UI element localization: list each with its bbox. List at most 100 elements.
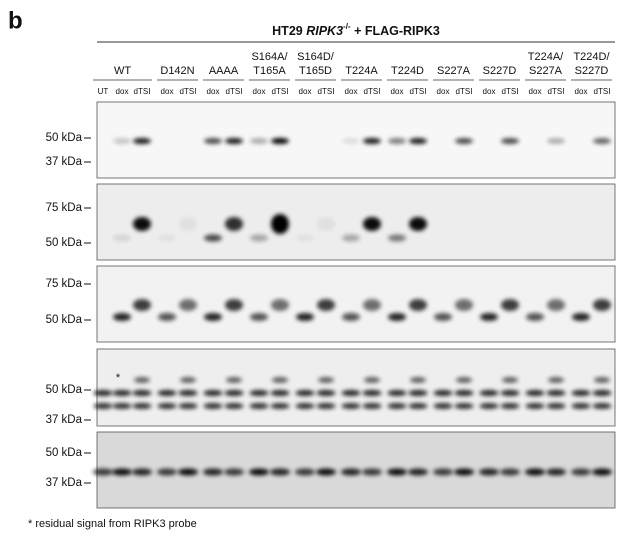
band — [270, 468, 290, 476]
band — [132, 468, 152, 476]
band — [133, 217, 151, 231]
band — [387, 468, 407, 476]
blot-panel — [96, 348, 616, 427]
band — [363, 138, 381, 144]
group-label: T224D — [391, 65, 424, 77]
band — [547, 138, 565, 144]
group-label: T224A — [345, 65, 378, 77]
band — [342, 138, 360, 144]
band — [362, 403, 382, 409]
title-part: + FLAG-RIPK3 — [351, 24, 440, 38]
band — [433, 468, 453, 476]
band — [158, 313, 176, 321]
band — [455, 299, 473, 311]
panel-label: b — [8, 7, 23, 34]
lane-label: dox — [253, 87, 266, 96]
band — [592, 403, 612, 409]
band — [388, 313, 406, 321]
lane-label: dox — [207, 87, 220, 96]
band — [434, 313, 452, 321]
band — [433, 403, 453, 409]
marker-label: 50 kDa — [46, 384, 83, 396]
marker-label: 37 kDa — [46, 477, 83, 489]
band — [134, 377, 150, 383]
band — [113, 313, 131, 321]
lane-label: dox — [529, 87, 542, 96]
band — [500, 403, 520, 409]
group-label: WT — [114, 65, 131, 77]
band — [224, 403, 244, 409]
band — [501, 299, 519, 311]
annotation: * — [116, 372, 121, 384]
lane-label: dox — [575, 87, 588, 96]
group-label: S164A/ — [251, 51, 288, 63]
band — [112, 390, 132, 396]
lane-label: dTSI — [410, 87, 427, 96]
band — [112, 403, 132, 409]
band — [316, 403, 336, 409]
marker-label: 75 kDa — [46, 278, 83, 290]
blot-panel — [96, 183, 616, 261]
band — [295, 403, 315, 409]
band — [479, 468, 499, 476]
band — [525, 468, 545, 476]
band — [158, 234, 176, 242]
band — [203, 468, 223, 476]
band — [271, 138, 289, 144]
band — [112, 468, 132, 476]
band — [388, 138, 406, 144]
lane-label: dTSI — [272, 87, 289, 96]
band — [388, 234, 406, 242]
band — [295, 390, 315, 396]
band — [546, 468, 566, 476]
band — [409, 299, 427, 311]
lane-label: dTSI — [502, 87, 519, 96]
band — [479, 390, 499, 396]
band — [408, 390, 428, 396]
lane-label: dox — [437, 87, 450, 96]
lane-label: dTSI — [594, 87, 611, 96]
lane-label: UT — [98, 87, 109, 96]
group-label: AAAA — [209, 65, 239, 77]
band — [571, 468, 591, 476]
band — [571, 403, 591, 409]
band — [387, 390, 407, 396]
band — [203, 403, 223, 409]
band — [272, 377, 288, 383]
band — [364, 377, 380, 383]
band — [571, 390, 591, 396]
band — [409, 138, 427, 144]
band — [295, 468, 315, 476]
band — [408, 468, 428, 476]
band — [296, 313, 314, 321]
band — [225, 217, 243, 231]
band — [546, 403, 566, 409]
band — [455, 138, 473, 144]
marker-label: 50 kDa — [46, 132, 83, 144]
blot-panel — [96, 265, 616, 343]
band — [341, 390, 361, 396]
lane-label: dTSI — [180, 87, 197, 96]
band — [317, 217, 335, 231]
band — [316, 468, 336, 476]
band — [546, 390, 566, 396]
band — [525, 390, 545, 396]
lane-label: dox — [161, 87, 174, 96]
band — [178, 468, 198, 476]
band — [249, 390, 269, 396]
band — [547, 299, 565, 311]
lane-label: dTSI — [226, 87, 243, 96]
band — [93, 468, 113, 476]
band — [341, 403, 361, 409]
band — [178, 403, 198, 409]
band — [342, 313, 360, 321]
band — [500, 390, 520, 396]
band — [204, 138, 222, 144]
band — [250, 234, 268, 242]
marker-label: 37 kDa — [46, 156, 83, 168]
band — [93, 390, 113, 396]
band — [270, 390, 290, 396]
band — [502, 377, 518, 383]
band — [157, 403, 177, 409]
